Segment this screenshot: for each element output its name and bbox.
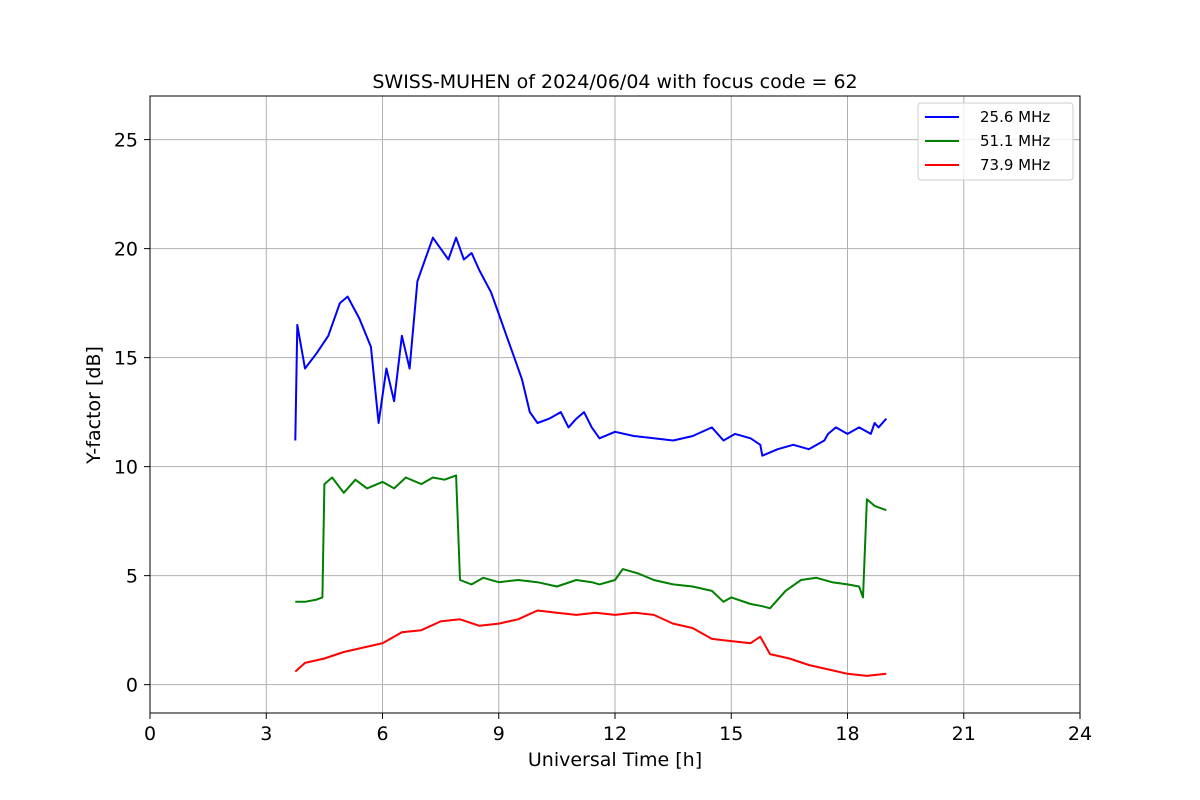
- x-tick-label: 3: [260, 723, 272, 745]
- series-line-0: [294, 236, 888, 457]
- chart-title: SWISS-MUHEN of 2024/06/04 with focus cod…: [372, 71, 857, 93]
- y-tick-label: 15: [114, 348, 138, 370]
- legend-label: 73.9 MHz: [980, 156, 1050, 174]
- legend-label: 51.1 MHz: [980, 132, 1050, 150]
- x-tick-label: 0: [144, 723, 156, 745]
- y-tick-label: 25: [114, 130, 138, 152]
- y-tick-label: 0: [126, 675, 138, 697]
- legend: 25.6 MHz 51.1 MHz 73.9 MHz: [917, 102, 1074, 181]
- y-tick-label: 20: [114, 239, 138, 261]
- x-tick-label: 12: [603, 723, 627, 745]
- y-axis-label: Y-factor [dB]: [83, 346, 105, 465]
- series-layer: [294, 236, 888, 677]
- x-axis-label: Universal Time [h]: [528, 749, 702, 771]
- x-tick-label: 21: [952, 723, 976, 745]
- series-line-2: [294, 609, 887, 677]
- x-tick-label: 24: [1068, 723, 1092, 745]
- ticks: 0 3 6 9 12 15 18 21 24 0 5 10 15 20 25: [114, 130, 1092, 745]
- x-tick-label: 18: [835, 723, 859, 745]
- x-tick-label: 9: [493, 723, 505, 745]
- x-tick-label: 15: [719, 723, 743, 745]
- x-tick-label: 6: [376, 723, 388, 745]
- y-tick-label: 10: [114, 457, 138, 479]
- legend-label: 25.6 MHz: [980, 108, 1050, 126]
- y-tick-label: 5: [126, 566, 138, 588]
- series-line-1: [295, 474, 887, 610]
- legend-box: [917, 102, 1074, 181]
